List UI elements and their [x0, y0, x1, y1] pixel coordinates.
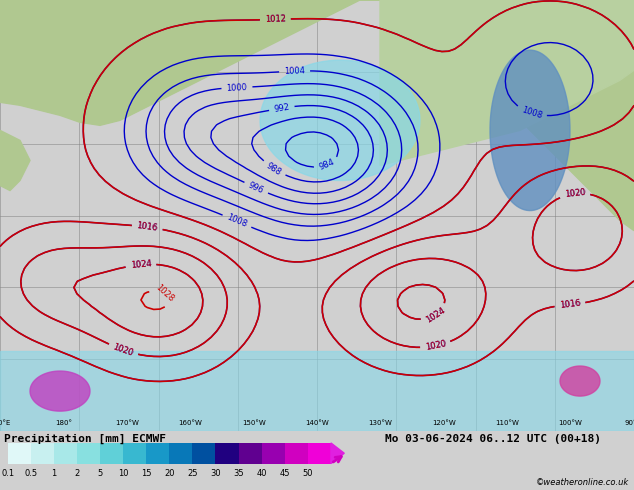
Bar: [30, 443, 54, 464]
Text: 150°W: 150°W: [242, 420, 266, 426]
Bar: [308, 443, 331, 464]
Text: 5: 5: [98, 469, 103, 478]
Bar: [285, 443, 308, 464]
Text: 992: 992: [273, 102, 290, 114]
Text: Mo 03-06-2024 06..12 UTC (00+18): Mo 03-06-2024 06..12 UTC (00+18): [385, 434, 602, 444]
Polygon shape: [490, 50, 570, 211]
Text: 20: 20: [164, 469, 174, 478]
Text: 1000: 1000: [226, 82, 248, 93]
Text: 1020: 1020: [424, 340, 446, 352]
Text: 10: 10: [118, 469, 128, 478]
Text: 100°W: 100°W: [559, 420, 583, 426]
Text: 160°W: 160°W: [178, 420, 202, 426]
Text: 30: 30: [210, 469, 221, 478]
Text: 40: 40: [256, 469, 267, 478]
Text: 2: 2: [74, 469, 79, 478]
Bar: [238, 443, 262, 464]
Polygon shape: [380, 0, 634, 231]
Text: 1016: 1016: [559, 299, 581, 310]
Text: 50: 50: [302, 469, 313, 478]
Text: 120°W: 120°W: [432, 420, 456, 426]
Text: 1016: 1016: [136, 221, 158, 233]
Text: 170°E: 170°E: [0, 420, 11, 426]
Text: 1020: 1020: [564, 188, 586, 199]
Text: 1008: 1008: [226, 213, 249, 229]
Text: 130°W: 130°W: [368, 420, 392, 426]
Text: 1020: 1020: [112, 342, 134, 358]
Bar: [100, 443, 123, 464]
Text: 1024: 1024: [424, 306, 447, 324]
Text: 1020: 1020: [112, 342, 134, 358]
Text: 1028: 1028: [153, 283, 175, 304]
Text: 110°W: 110°W: [495, 420, 519, 426]
Text: 1016: 1016: [136, 221, 158, 233]
Text: 170°W: 170°W: [115, 420, 139, 426]
Text: 1024: 1024: [424, 306, 447, 324]
Text: 988: 988: [265, 161, 283, 177]
Text: ©weatheronline.co.uk: ©weatheronline.co.uk: [536, 478, 629, 487]
Polygon shape: [0, 351, 634, 431]
Bar: [146, 443, 169, 464]
Bar: [54, 443, 77, 464]
Bar: [192, 443, 216, 464]
Text: 1: 1: [51, 469, 56, 478]
Text: 180°: 180°: [55, 420, 72, 426]
Bar: [169, 443, 192, 464]
Text: 1020: 1020: [424, 340, 446, 352]
Text: 1004: 1004: [284, 66, 305, 76]
Text: 1016: 1016: [559, 299, 581, 310]
Text: 1012: 1012: [265, 15, 286, 24]
Polygon shape: [380, 0, 634, 166]
Text: 1020: 1020: [564, 188, 586, 199]
Text: 1024: 1024: [130, 259, 152, 270]
Text: 984: 984: [318, 158, 335, 172]
Polygon shape: [560, 366, 600, 396]
Bar: [8, 443, 30, 464]
Text: 45: 45: [280, 469, 290, 478]
Polygon shape: [0, 130, 30, 191]
Polygon shape: [30, 371, 90, 411]
Text: 90°W: 90°W: [624, 420, 634, 426]
Text: Precipitation [mm] ECMWF: Precipitation [mm] ECMWF: [4, 434, 166, 444]
Text: 1012: 1012: [265, 15, 286, 24]
Text: 35: 35: [233, 469, 244, 478]
Text: 140°W: 140°W: [305, 420, 329, 426]
Text: 15: 15: [141, 469, 152, 478]
Bar: [77, 443, 100, 464]
Polygon shape: [331, 443, 344, 464]
Text: 1024: 1024: [130, 259, 152, 270]
Polygon shape: [0, 0, 380, 125]
Bar: [123, 443, 146, 464]
Bar: [262, 443, 285, 464]
Polygon shape: [260, 60, 420, 180]
Text: 0.5: 0.5: [24, 469, 37, 478]
Bar: [216, 443, 238, 464]
Text: 0.1: 0.1: [1, 469, 14, 478]
Text: 25: 25: [187, 469, 198, 478]
Text: 996: 996: [247, 180, 265, 195]
Text: 1008: 1008: [520, 106, 543, 121]
